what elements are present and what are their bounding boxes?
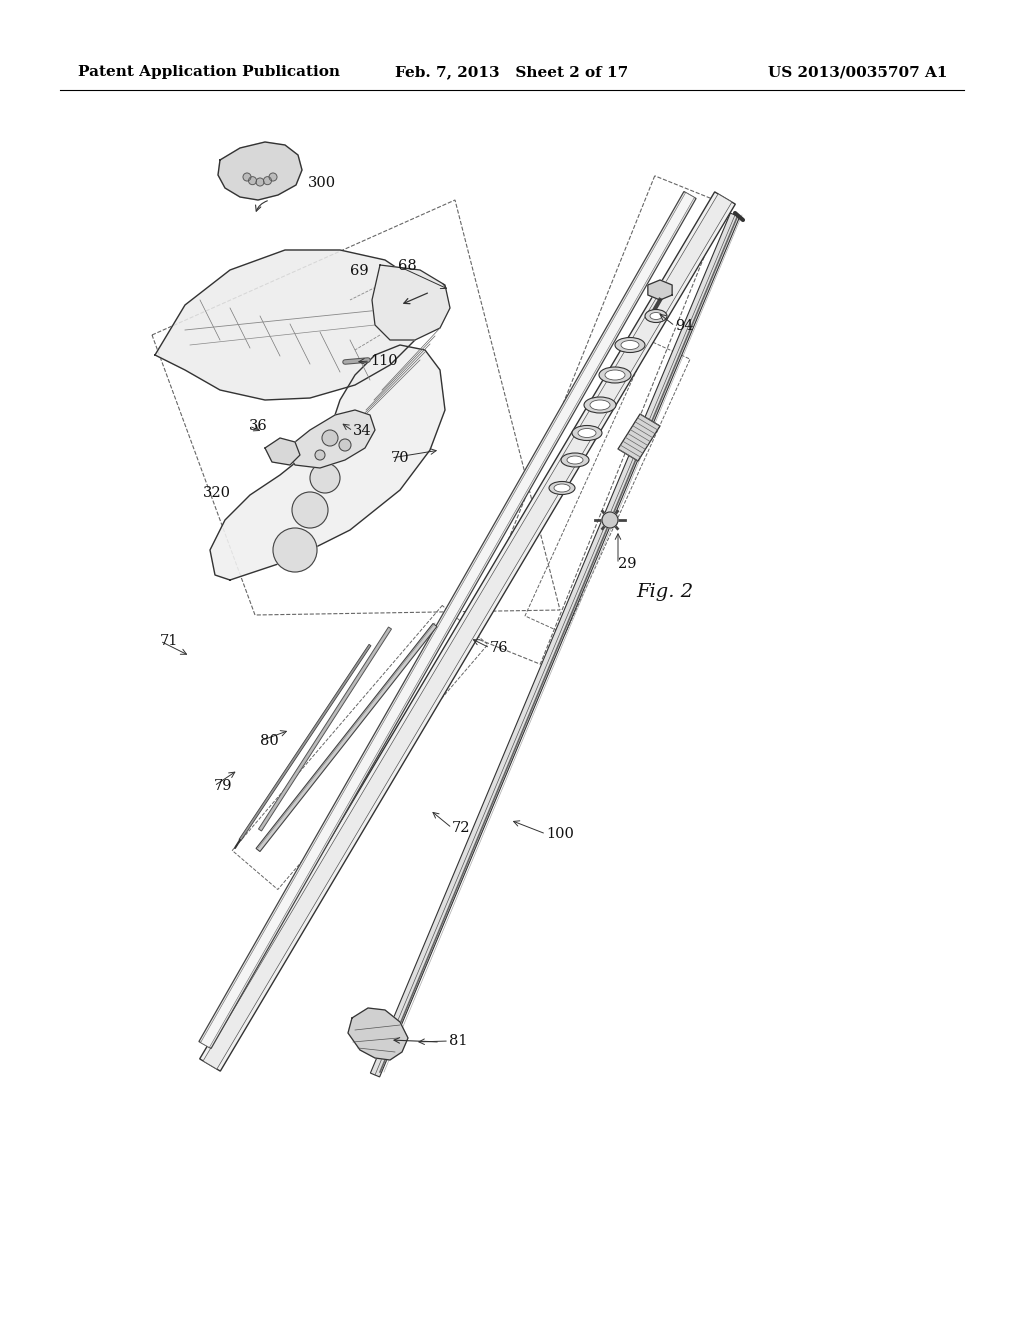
Ellipse shape (599, 367, 631, 383)
Polygon shape (155, 249, 425, 400)
Circle shape (263, 177, 271, 185)
Polygon shape (201, 193, 694, 1048)
Ellipse shape (605, 370, 625, 380)
Text: 29: 29 (618, 557, 637, 572)
Polygon shape (372, 265, 450, 341)
Text: 320: 320 (203, 486, 231, 500)
Text: US 2013/0035707 A1: US 2013/0035707 A1 (768, 65, 948, 79)
Text: 79: 79 (214, 779, 232, 793)
Text: 76: 76 (490, 642, 509, 655)
Circle shape (249, 177, 256, 185)
Polygon shape (200, 191, 735, 1071)
Text: 81: 81 (449, 1034, 468, 1048)
Ellipse shape (615, 338, 645, 352)
Text: Feb. 7, 2013   Sheet 2 of 17: Feb. 7, 2013 Sheet 2 of 17 (395, 65, 629, 79)
Polygon shape (239, 644, 371, 841)
Polygon shape (218, 143, 302, 201)
Ellipse shape (621, 341, 639, 350)
Ellipse shape (554, 484, 570, 492)
Text: 100: 100 (546, 828, 573, 841)
Circle shape (339, 440, 351, 451)
Text: 80: 80 (260, 734, 279, 748)
Polygon shape (203, 194, 732, 1069)
Polygon shape (256, 623, 437, 851)
Text: 69: 69 (350, 264, 369, 279)
Polygon shape (265, 438, 300, 465)
Text: 94: 94 (675, 319, 693, 333)
Polygon shape (371, 213, 739, 1077)
Circle shape (322, 430, 338, 446)
Circle shape (273, 528, 317, 572)
Ellipse shape (561, 453, 589, 467)
Text: Patent Application Publication: Patent Application Publication (78, 65, 340, 79)
Ellipse shape (584, 397, 616, 413)
Polygon shape (618, 414, 660, 461)
Ellipse shape (567, 455, 583, 465)
Ellipse shape (549, 482, 575, 495)
Text: 110: 110 (370, 354, 397, 368)
Text: 34: 34 (353, 424, 372, 438)
Polygon shape (258, 627, 391, 832)
Circle shape (292, 492, 328, 528)
Ellipse shape (572, 425, 602, 441)
Ellipse shape (578, 429, 596, 437)
Text: 72: 72 (452, 821, 470, 836)
Polygon shape (648, 280, 672, 300)
Ellipse shape (645, 309, 667, 322)
Text: 71: 71 (160, 634, 178, 648)
Text: 300: 300 (308, 176, 336, 190)
Polygon shape (199, 191, 696, 1048)
Polygon shape (285, 411, 375, 469)
Ellipse shape (650, 313, 662, 319)
Text: 68: 68 (398, 259, 417, 273)
Ellipse shape (590, 400, 610, 411)
Circle shape (315, 450, 325, 459)
Circle shape (602, 512, 618, 528)
Circle shape (256, 178, 264, 186)
Text: 70: 70 (391, 451, 410, 465)
Polygon shape (210, 345, 445, 579)
Circle shape (310, 463, 340, 492)
Text: 36: 36 (249, 418, 267, 433)
Circle shape (243, 173, 251, 181)
Polygon shape (348, 1008, 408, 1060)
Circle shape (269, 173, 276, 181)
Text: Fig. 2: Fig. 2 (636, 583, 693, 601)
